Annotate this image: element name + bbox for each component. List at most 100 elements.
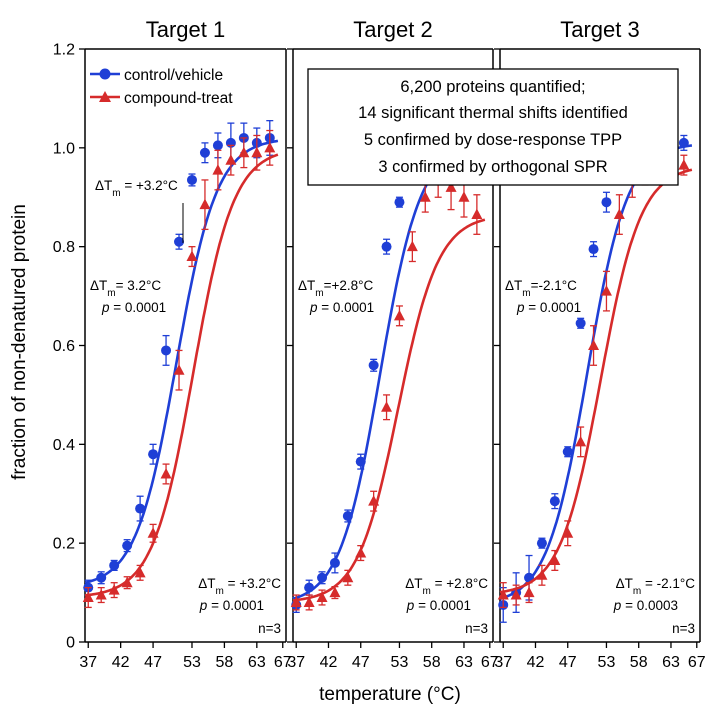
summary-line-4: 3 confirmed by orthogonal SPR — [378, 158, 607, 176]
annotation-mid-delta: ΔTm=-2.1°C — [505, 278, 577, 299]
y-tick-label: 0.4 — [53, 437, 75, 454]
annotation-bottom-delta: ΔTm = +3.2°C — [198, 576, 281, 597]
x-tick-label: 47 — [144, 654, 162, 671]
data-point — [199, 198, 211, 210]
series-control — [498, 134, 693, 623]
x-tick-label: 42 — [527, 654, 545, 671]
x-tick-label: 37 — [79, 654, 97, 671]
fit-curve — [84, 153, 279, 597]
annotation-bottom-p: p = 0.0001 — [199, 598, 264, 613]
x-tick-label: 53 — [183, 654, 201, 671]
data-point — [264, 141, 276, 153]
data-point — [562, 527, 574, 538]
data-point — [121, 576, 133, 588]
data-point — [212, 140, 223, 151]
data-point — [186, 250, 198, 262]
data-point — [497, 589, 509, 600]
data-point — [678, 159, 690, 170]
y-tick-label: 1.2 — [53, 42, 75, 59]
x-tick-label: 47 — [352, 654, 370, 671]
data-point — [368, 360, 379, 371]
data-point — [303, 596, 315, 607]
data-point — [134, 566, 146, 578]
series-treat — [497, 147, 693, 609]
y-axis-label: fraction of non-denatured protein — [9, 204, 30, 480]
x-tick-label: 42 — [112, 654, 130, 671]
x-tick-label: 67 — [274, 654, 292, 671]
data-point — [329, 557, 340, 568]
series-treat — [290, 157, 486, 611]
annotation-mid-p: p = 0.0001 — [309, 300, 374, 315]
data-point — [135, 503, 146, 514]
annotation-bottom-delta: ΔTm = +2.8°C — [405, 576, 488, 597]
panel-1: Target 1 0 0.2 0.4 0.6 0.8 1.0 1.2 37 42 47 53 58 63 6… — [53, 17, 292, 671]
data-point — [251, 146, 263, 158]
data-point — [536, 569, 548, 580]
x-tick-label: 63 — [662, 654, 680, 671]
x-tick-label: 53 — [391, 654, 409, 671]
data-point — [381, 401, 393, 412]
data-point — [304, 582, 315, 593]
data-point — [381, 241, 392, 252]
data-point — [199, 147, 210, 158]
data-point — [445, 181, 457, 192]
legend: control/vehicle compound-treat — [90, 67, 233, 107]
data-point — [601, 197, 612, 208]
data-point — [342, 510, 353, 521]
data-point — [600, 285, 612, 296]
data-point — [562, 446, 573, 457]
data-point — [329, 586, 341, 598]
fit-curve — [499, 168, 693, 594]
data-point — [160, 467, 172, 479]
data-point — [82, 591, 94, 603]
x-tick-label: 67 — [688, 654, 706, 671]
annotation-bottom-p: p = 0.0003 — [613, 598, 678, 613]
data-point — [225, 154, 237, 165]
fit-curve — [84, 139, 279, 585]
data-point — [458, 191, 470, 202]
summary-line-1: 6,200 proteins quantified; — [400, 78, 585, 96]
data-point — [575, 318, 586, 329]
summary-line-2: 14 significant thermal shifts identified — [358, 104, 628, 122]
x-tick-label: 37 — [287, 654, 305, 671]
data-point — [317, 572, 328, 583]
summary-line-3: 5 confirmed by dose-response TPP — [364, 131, 622, 149]
data-point — [613, 208, 625, 220]
panel-title: Target 3 — [560, 17, 640, 42]
data-point — [575, 435, 587, 447]
data-point — [549, 554, 561, 565]
annotation-top: ΔTm = +3.2°C — [95, 178, 178, 199]
annotation-n: n=3 — [258, 621, 281, 636]
data-point — [678, 137, 689, 148]
x-tick-label: 67 — [481, 654, 499, 671]
data-point — [96, 572, 107, 583]
legend-control-marker — [99, 68, 111, 80]
fit-curve — [292, 144, 486, 601]
y-tick-label: 0 — [66, 635, 75, 652]
legend-treat-marker — [99, 91, 111, 102]
annotation-mid-delta: ΔTm= 3.2°C — [90, 278, 161, 299]
panel-title: Target 2 — [353, 17, 433, 42]
data-point — [393, 309, 405, 321]
x-tick-label: 47 — [559, 654, 577, 671]
series-treat — [82, 129, 279, 609]
x-tick-label: 37 — [494, 654, 512, 671]
data-point — [510, 589, 522, 600]
annotation-n: n=3 — [672, 621, 695, 636]
annotation-bottom-p: p = 0.0001 — [406, 598, 471, 613]
data-point — [406, 240, 418, 252]
legend-treat-label: compound-treat — [124, 90, 233, 107]
annotation-mid-delta: ΔTm=+2.8°C — [298, 278, 374, 299]
data-point — [588, 244, 599, 255]
fit-curve — [292, 218, 486, 602]
data-point — [355, 456, 366, 467]
x-tick-label: 58 — [216, 654, 234, 671]
y-tick-label: 1.0 — [53, 140, 75, 157]
data-point — [290, 596, 302, 607]
summary-annotation-box: 6,200 proteins quantified; 14 significan… — [307, 68, 679, 186]
data-point — [122, 540, 133, 551]
data-point — [147, 527, 159, 538]
data-point — [536, 538, 547, 549]
